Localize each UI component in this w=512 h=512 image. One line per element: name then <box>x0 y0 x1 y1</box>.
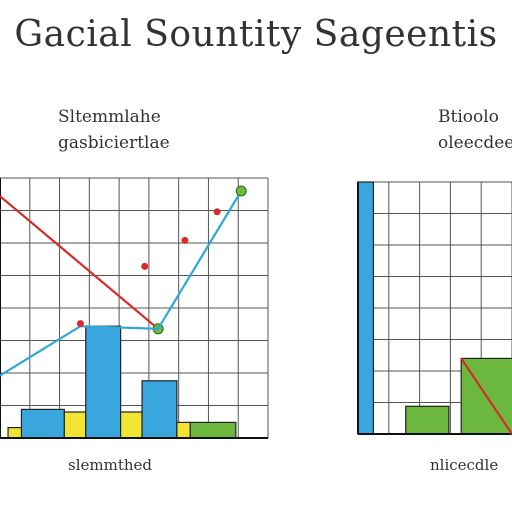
left-chart-scatter-point <box>213 208 221 216</box>
left-chart-scatter-point <box>141 262 149 270</box>
left-chart-series-end-marker <box>235 185 247 197</box>
left-chart-scatter-point <box>181 236 189 244</box>
right-chart-title-line2: oleecdee <box>438 133 512 153</box>
left-chart-series-line <box>0 190 243 377</box>
left-chart-title-line1: Sltemmlahe <box>58 107 161 127</box>
left-chart-scatter-point <box>76 320 84 328</box>
page-title: Gacial Sountity Sageentis <box>14 14 498 55</box>
right-chart-series-line <box>460 357 512 435</box>
right-chart-bar <box>357 181 374 435</box>
left-chart-bar <box>141 380 178 439</box>
left-chart-title-line2: gasbiciertlae <box>58 133 170 153</box>
right-chart-title-line1: Btioolo <box>438 107 499 127</box>
right-chart-title: Btioolo oleecdee <box>438 104 512 156</box>
right-chart-footer: nlicecdle <box>430 456 499 474</box>
left-chart-series-line <box>0 195 159 330</box>
right-chart-bar <box>405 405 450 435</box>
left-chart-footer: slemmthed <box>68 456 152 474</box>
left-chart-title: Sltemmlahe gasbiciertlae <box>58 104 170 156</box>
